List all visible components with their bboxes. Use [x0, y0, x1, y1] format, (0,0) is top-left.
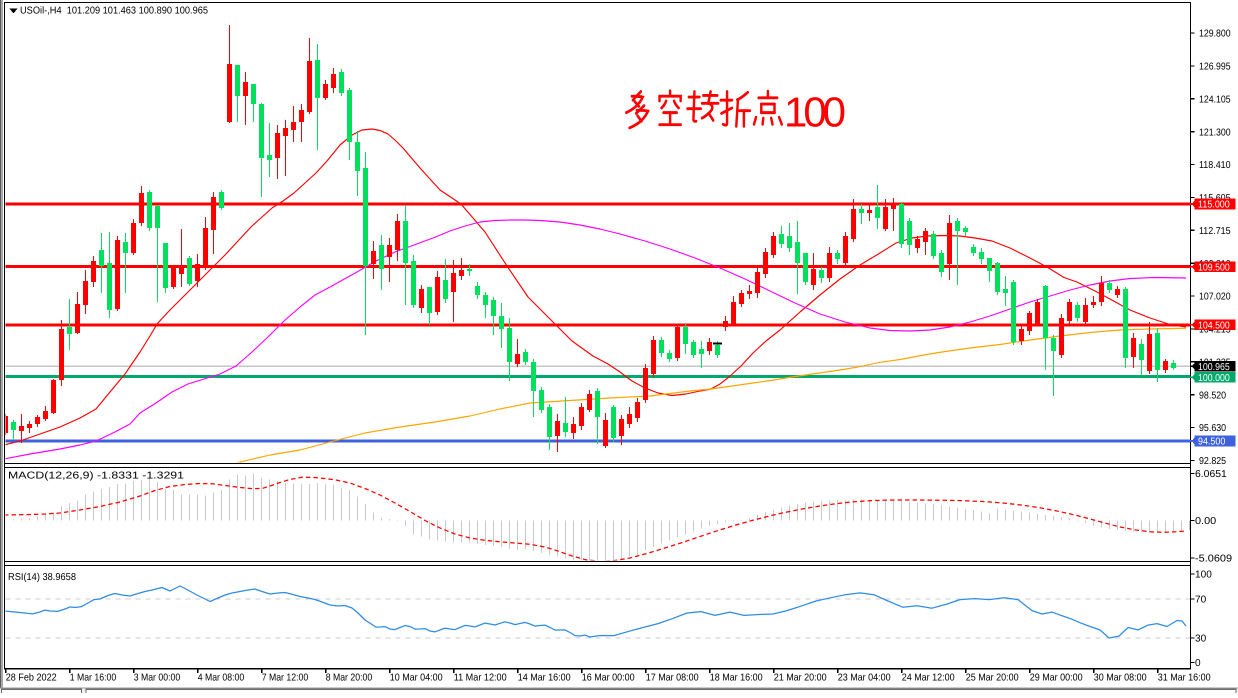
svg-text:RSI(14) 38.9658: RSI(14) 38.9658 [8, 572, 76, 583]
svg-text:0: 0 [1195, 658, 1201, 669]
svg-text:92.825: 92.825 [1199, 456, 1226, 467]
svg-text:18 Mar 16:00: 18 Mar 16:00 [710, 672, 763, 683]
svg-text:124.105: 124.105 [1199, 94, 1231, 105]
svg-text:17 Mar 08:00: 17 Mar 08:00 [646, 672, 699, 683]
svg-text:10 Mar 04:00: 10 Mar 04:00 [390, 672, 443, 683]
svg-text:23 Mar 04:00: 23 Mar 04:00 [838, 672, 891, 683]
svg-text:24 Mar 12:00: 24 Mar 12:00 [902, 672, 955, 683]
svg-text:29 Mar 00:00: 29 Mar 00:00 [1030, 672, 1083, 683]
svg-text:100: 100 [784, 89, 846, 136]
svg-text:USOil-,H4 101.209 101.463 100: USOil-,H4 101.209 101.463 100.890 100.96… [20, 6, 208, 17]
svg-text:112.715: 112.715 [1199, 226, 1231, 237]
svg-text:94.500: 94.500 [1198, 437, 1226, 448]
svg-text:107.020: 107.020 [1199, 292, 1231, 303]
svg-text:8 Mar 20:00: 8 Mar 20:00 [326, 672, 373, 683]
svg-text:126.995: 126.995 [1199, 62, 1231, 73]
svg-text:98.520: 98.520 [1199, 390, 1226, 401]
svg-text:MACD(12,26,9) -1.8331 -1.3291: MACD(12,26,9) -1.8331 -1.3291 [8, 470, 185, 481]
svg-text:95.630: 95.630 [1199, 423, 1226, 434]
svg-text:16 Mar 00:00: 16 Mar 00:00 [582, 672, 635, 683]
svg-text:104.500: 104.500 [1198, 320, 1230, 331]
svg-text:30 Mar 08:00: 30 Mar 08:00 [1094, 672, 1147, 683]
svg-text:3 Mar 00:00: 3 Mar 00:00 [134, 672, 181, 683]
svg-text:121.300: 121.300 [1199, 127, 1231, 138]
svg-text:21 Mar 20:00: 21 Mar 20:00 [774, 672, 827, 683]
svg-text:0.00: 0.00 [1195, 516, 1217, 527]
svg-text:115.000: 115.000 [1198, 200, 1230, 211]
svg-text:7 Mar 12:00: 7 Mar 12:00 [262, 672, 309, 683]
svg-text:1 Mar 16:00: 1 Mar 16:00 [70, 672, 117, 683]
svg-text:14 Mar 16:00: 14 Mar 16:00 [518, 672, 571, 683]
svg-text:100.000: 100.000 [1198, 373, 1230, 384]
svg-text:100.965: 100.965 [1198, 362, 1230, 373]
svg-text:31 Mar 16:00: 31 Mar 16:00 [1158, 672, 1211, 683]
svg-text:30: 30 [1195, 634, 1207, 645]
svg-text:25 Mar 20:00: 25 Mar 20:00 [966, 672, 1019, 683]
svg-text:118.410: 118.410 [1199, 160, 1231, 171]
svg-text:6.0651: 6.0651 [1195, 469, 1227, 480]
svg-text:11 Mar 12:00: 11 Mar 12:00 [454, 672, 507, 683]
svg-text:115.605: 115.605 [1199, 193, 1231, 204]
svg-text:129.800: 129.800 [1199, 29, 1231, 40]
svg-text:100: 100 [1195, 570, 1212, 581]
svg-text:109.500: 109.500 [1198, 262, 1230, 273]
svg-text:-5.0609: -5.0609 [1195, 554, 1233, 565]
svg-text:28 Feb 2022: 28 Feb 2022 [6, 672, 57, 683]
svg-text:4 Mar 08:00: 4 Mar 08:00 [198, 672, 245, 683]
svg-text:70: 70 [1195, 595, 1207, 606]
